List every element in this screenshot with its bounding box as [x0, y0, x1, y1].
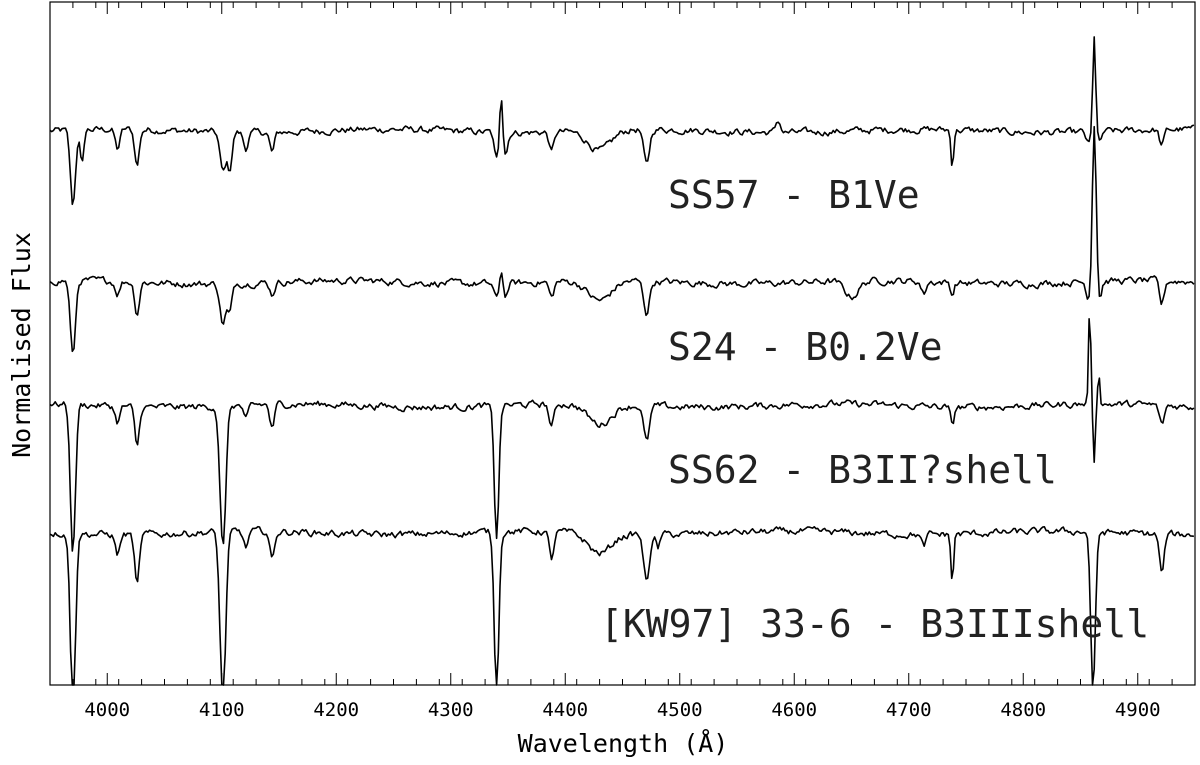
spectrum-label: S24 - B0.2Ve: [668, 325, 943, 369]
spectrum-line: [49, 525, 1194, 686]
spectrum-line: [49, 36, 1195, 206]
x-tick-label: 4000: [84, 699, 130, 721]
y-axis-label: Normalised Flux: [7, 232, 36, 458]
x-tick-label: 4300: [428, 699, 474, 721]
x-tick-label: 4800: [1000, 699, 1046, 721]
x-tick-label: 4400: [542, 699, 588, 721]
x-tick-label: 4900: [1115, 699, 1161, 721]
x-tick-label: 4500: [657, 699, 703, 721]
x-tick-label: 4100: [199, 699, 245, 721]
axes: 4000 4100 4200 4300 4400 4500 4600 4700 4800 4900: [49, 1, 1196, 721]
plot-frame: [49, 1, 1196, 686]
x-tick-label: 4200: [313, 699, 359, 721]
x-tick-label: 4600: [771, 699, 817, 721]
spectrum-line: [49, 318, 1195, 552]
spectrum-label: [KW97] 33-6 - B3IIIshell: [600, 602, 1149, 646]
spectrum-labels: SS57 - B1Ve S24 - B0.2Ve SS62 - B3II?shell…: [600, 173, 1149, 646]
spectrum-line: [49, 125, 1195, 353]
spectra: [49, 36, 1195, 686]
x-tick-label: 4700: [886, 699, 932, 721]
spectrum-label: SS57 - B1Ve: [668, 173, 920, 217]
x-axis-label: Wavelength (Å): [518, 729, 729, 758]
spectrum-label: SS62 - B3II?shell: [668, 448, 1057, 492]
